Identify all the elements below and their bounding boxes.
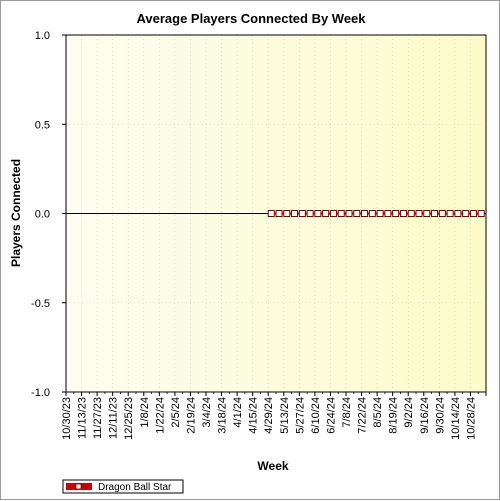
- x-tick-label: 4/29/24: [263, 397, 275, 434]
- x-tick-label: 4/1/24: [232, 397, 244, 428]
- x-axis-ticks: 10/30/23 11/13/23 11/27/23 12/11/23 12/25/23…: [61, 392, 487, 440]
- x-tick-label: 7/22/24: [357, 397, 369, 434]
- data-point: [368, 210, 376, 217]
- x-tick-label: 2/5/24: [170, 397, 182, 428]
- x-tick-label: 9/16/24: [419, 397, 431, 434]
- data-point: [469, 210, 477, 217]
- x-tick-label: 10/30/23: [61, 397, 73, 440]
- y-axis-ticks: 1.0 0.5 0.0 -0.5 -1.0: [31, 30, 66, 399]
- x-tick-label: 1/22/24: [154, 397, 166, 434]
- x-tick-label: 9/30/24: [434, 397, 446, 434]
- data-point: [361, 210, 369, 217]
- y-axis-label: Players Connected: [9, 159, 23, 267]
- legend-box: [62, 479, 184, 494]
- x-tick-label: 9/2/24: [403, 397, 415, 428]
- data-point: [477, 210, 485, 217]
- y-tick-label: 0.0: [35, 209, 50, 221]
- data-point: [337, 210, 345, 217]
- data-point: [283, 210, 291, 217]
- data-point: [431, 210, 439, 217]
- x-tick-label: 3/4/24: [201, 397, 213, 428]
- x-tick-label: 10/28/24: [465, 397, 477, 440]
- data-point: [438, 210, 446, 217]
- legend: Dragon Ball Star: [62, 479, 184, 494]
- data-point: [322, 210, 330, 217]
- data-point: [275, 210, 283, 217]
- x-tick-label: 6/24/24: [325, 397, 337, 434]
- legend-label: Dragon Ball Star: [98, 482, 172, 493]
- y-tick-label: -0.5: [31, 298, 50, 310]
- x-tick-label: 8/19/24: [388, 397, 400, 434]
- data-point: [392, 210, 400, 217]
- data-point: [345, 210, 353, 217]
- x-tick-label: 3/18/24: [217, 397, 229, 434]
- x-tick-label: 12/25/23: [123, 397, 135, 440]
- y-tick-label: 1.0: [35, 30, 50, 42]
- x-tick-label: 2/19/24: [185, 397, 197, 434]
- data-point: [267, 210, 275, 217]
- x-tick-label: 5/13/24: [279, 397, 291, 434]
- data-point: [415, 210, 423, 217]
- y-tick-label: 0.5: [35, 119, 50, 131]
- data-point: [298, 210, 306, 217]
- data-point: [407, 210, 415, 217]
- x-tick-label: 11/13/23: [77, 397, 89, 439]
- data-point: [384, 210, 392, 217]
- data-point: [462, 210, 470, 217]
- data-point: [329, 210, 337, 217]
- x-tick-label: 12/11/23: [108, 397, 120, 439]
- data-point: [399, 210, 407, 217]
- x-tick-label: 11/27/23: [92, 397, 104, 439]
- x-tick-label: 6/10/24: [310, 397, 322, 434]
- x-tick-label: 1/8/24: [139, 397, 151, 428]
- chart-title: Average Players Connected By Week: [136, 11, 366, 26]
- x-tick-label: 5/27/24: [294, 397, 306, 434]
- legend-marker: [75, 483, 82, 490]
- x-tick-label: 7/8/24: [341, 397, 353, 428]
- data-point: [353, 210, 361, 217]
- data-point: [423, 210, 431, 217]
- series-dragon-ball-star: [66, 210, 485, 217]
- x-tick-label: 4/15/24: [248, 397, 260, 434]
- data-point: [306, 210, 314, 217]
- x-tick-label: 8/5/24: [372, 397, 384, 428]
- data-point: [291, 210, 299, 217]
- y-tick-label: -1.0: [31, 387, 50, 399]
- data-point: [314, 210, 322, 217]
- data-point: [454, 210, 462, 217]
- data-point: [376, 210, 384, 217]
- data-point: [446, 210, 454, 217]
- x-tick-label: 10/14/24: [450, 397, 462, 440]
- x-axis-label: Week: [257, 459, 288, 473]
